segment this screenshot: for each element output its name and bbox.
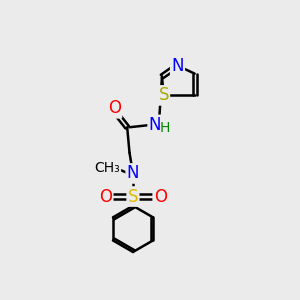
Text: O: O: [99, 188, 112, 206]
Text: O: O: [108, 99, 121, 117]
Text: N: N: [149, 116, 161, 134]
Text: O: O: [154, 188, 167, 206]
Text: CH₃: CH₃: [95, 161, 120, 175]
Text: S: S: [128, 188, 138, 206]
Text: N: N: [171, 57, 184, 75]
Text: S: S: [158, 86, 169, 104]
Text: N: N: [127, 164, 139, 182]
Text: H: H: [159, 121, 170, 135]
